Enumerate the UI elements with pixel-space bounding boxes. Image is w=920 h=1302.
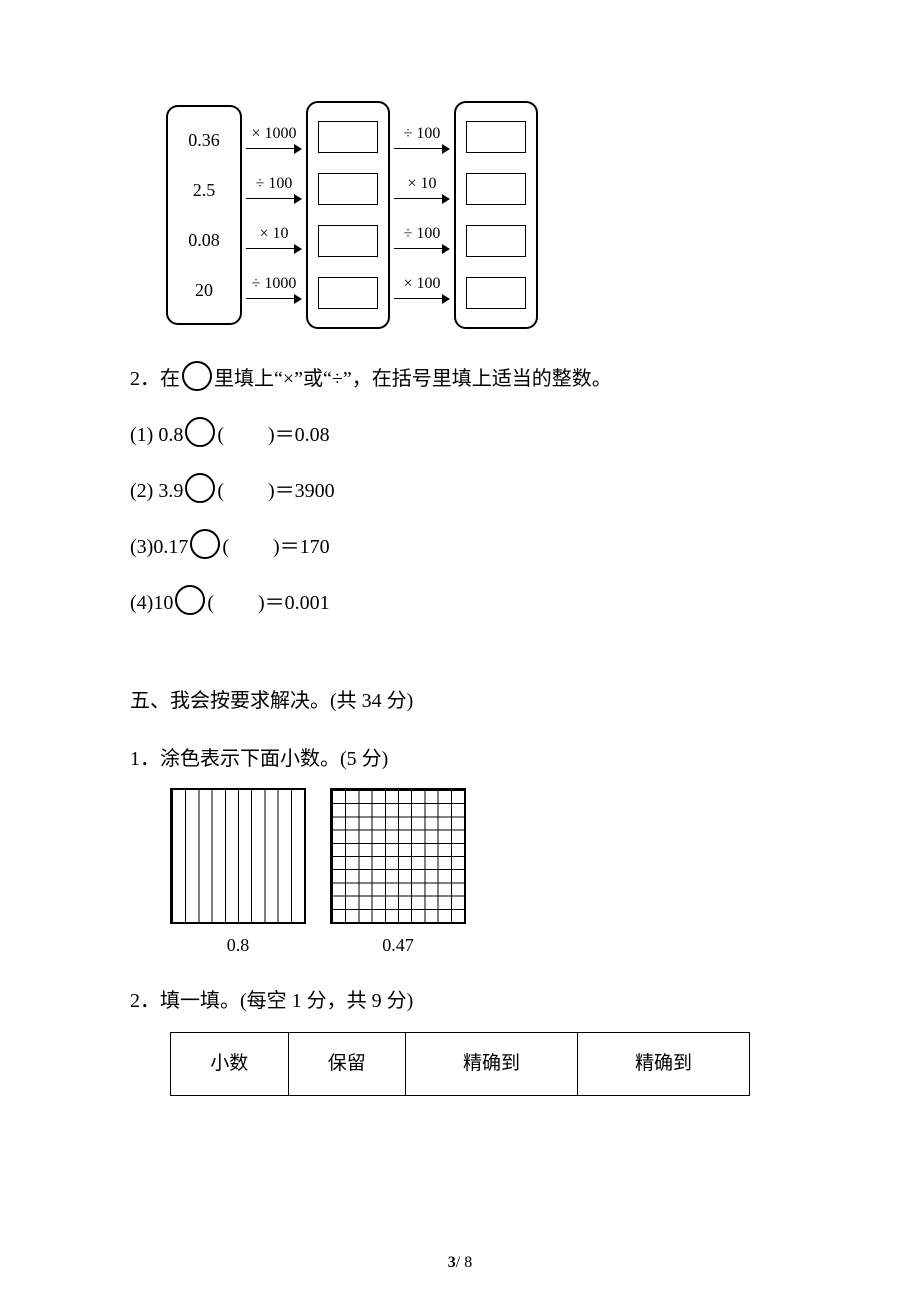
page-sep: / bbox=[456, 1254, 464, 1271]
flow-end-box bbox=[454, 101, 538, 329]
flow-start-value: 0.08 bbox=[174, 215, 234, 265]
flow-op: ÷ 100 bbox=[392, 115, 452, 165]
circle-blank-icon[interactable] bbox=[190, 529, 220, 559]
section5-p1-title: 1．涂色表示下面小数。(5 分) bbox=[130, 740, 790, 778]
page-current: 3 bbox=[448, 1254, 456, 1271]
arrow-right-icon bbox=[394, 194, 450, 204]
flow-op: ÷ 100 bbox=[392, 215, 452, 265]
arrow-right-icon bbox=[394, 294, 450, 304]
flow-answer-blank[interactable] bbox=[318, 225, 378, 257]
q2-prompt-post: 里填上“×”或“÷”，在括号里填上适当的整数。 bbox=[214, 368, 612, 390]
table-header-cell: 保留 bbox=[288, 1033, 406, 1096]
flow-op: × 10 bbox=[392, 165, 452, 215]
flow-start-value: 20 bbox=[174, 265, 234, 315]
arrow-right-icon bbox=[246, 194, 302, 204]
flow-table: 0.36 2.5 0.08 20 × 1000 ÷ 100 × 10 ÷ 100… bbox=[165, 100, 539, 330]
q2-prompt-pre: 2．在 bbox=[130, 368, 180, 390]
grid-10-columns[interactable] bbox=[170, 788, 306, 924]
q2-item-label: (4)10 bbox=[130, 592, 173, 614]
q2-prompt: 2．在 里填上“×”或“÷”，在括号里填上适当的整数。 bbox=[130, 360, 790, 398]
flow-start-box: 0.36 2.5 0.08 20 bbox=[166, 105, 242, 325]
q2-item: (2) 3.9()＝3900 bbox=[130, 472, 790, 510]
table-header-cell: 精确到 bbox=[406, 1033, 578, 1096]
flow-mid-box bbox=[306, 101, 390, 329]
q2-item-label: (1) 0.8 bbox=[130, 424, 183, 446]
grid-label: 0.47 bbox=[330, 928, 466, 962]
flow-answer-blank[interactable] bbox=[466, 277, 526, 309]
page-total: 8 bbox=[464, 1254, 472, 1271]
flow-answer-blank[interactable] bbox=[466, 225, 526, 257]
question-table: 小数 保留 精确到 精确到 bbox=[170, 1032, 750, 1096]
q2-item-label: (3)0.17 bbox=[130, 536, 188, 558]
table-row: 小数 保留 精确到 精确到 bbox=[171, 1033, 750, 1096]
flow-answer-blank[interactable] bbox=[318, 121, 378, 153]
flow-answer-blank[interactable] bbox=[466, 173, 526, 205]
arrow-right-icon bbox=[246, 244, 302, 254]
q2-item-suffix: ＝170 bbox=[280, 536, 330, 558]
table-header-cell: 精确到 bbox=[578, 1033, 750, 1096]
flow-op: ÷ 100 bbox=[244, 165, 304, 215]
flow-op: × 1000 bbox=[244, 115, 304, 165]
circle-blank-icon[interactable] bbox=[185, 417, 215, 447]
flow-diagram: 0.36 2.5 0.08 20 × 1000 ÷ 100 × 10 ÷ 100… bbox=[165, 100, 790, 330]
table-header-cell: 小数 bbox=[171, 1033, 289, 1096]
arrow-right-icon bbox=[394, 144, 450, 154]
page: 0.36 2.5 0.08 20 × 1000 ÷ 100 × 10 ÷ 100… bbox=[0, 0, 920, 1302]
q2-item: (3)0.17()＝170 bbox=[130, 528, 790, 566]
q2-item-suffix: ＝0.08 bbox=[275, 424, 330, 446]
flow-start-value: 2.5 bbox=[174, 165, 234, 215]
grid-block: 0.47 bbox=[330, 788, 466, 962]
circle-blank-icon bbox=[182, 361, 212, 391]
flow-answer-blank[interactable] bbox=[318, 173, 378, 205]
section5-p2-title: 2．填一填。(每空 1 分，共 9 分) bbox=[130, 982, 790, 1020]
flow-op: ÷ 1000 bbox=[244, 265, 304, 315]
q2-item: (1) 0.8()＝0.08 bbox=[130, 416, 790, 454]
grid-label: 0.8 bbox=[170, 928, 306, 962]
arrow-right-icon bbox=[394, 244, 450, 254]
q2-item-suffix: ＝3900 bbox=[275, 480, 335, 502]
flow-op: × 100 bbox=[392, 265, 452, 315]
circle-blank-icon[interactable] bbox=[185, 473, 215, 503]
section5-title: 五、我会按要求解决。(共 34 分) bbox=[130, 682, 790, 720]
q2-item-suffix: ＝0.001 bbox=[265, 592, 330, 614]
grid-block: 0.8 bbox=[170, 788, 306, 962]
flow-op: × 10 bbox=[244, 215, 304, 265]
page-number: 3/ 8 bbox=[0, 1254, 920, 1272]
grids-row: 0.8 0.47 bbox=[170, 788, 790, 962]
arrow-right-icon bbox=[246, 294, 302, 304]
content-area: 0.36 2.5 0.08 20 × 1000 ÷ 100 × 10 ÷ 100… bbox=[130, 100, 790, 1096]
arrow-right-icon bbox=[246, 144, 302, 154]
flow-answer-blank[interactable] bbox=[466, 121, 526, 153]
flow-start-value: 0.36 bbox=[174, 115, 234, 165]
circle-blank-icon[interactable] bbox=[175, 585, 205, 615]
grid-10x10[interactable] bbox=[330, 788, 466, 924]
q2-item-label: (2) 3.9 bbox=[130, 480, 183, 502]
q2-item: (4)10()＝0.001 bbox=[130, 584, 790, 622]
flow-answer-blank[interactable] bbox=[318, 277, 378, 309]
